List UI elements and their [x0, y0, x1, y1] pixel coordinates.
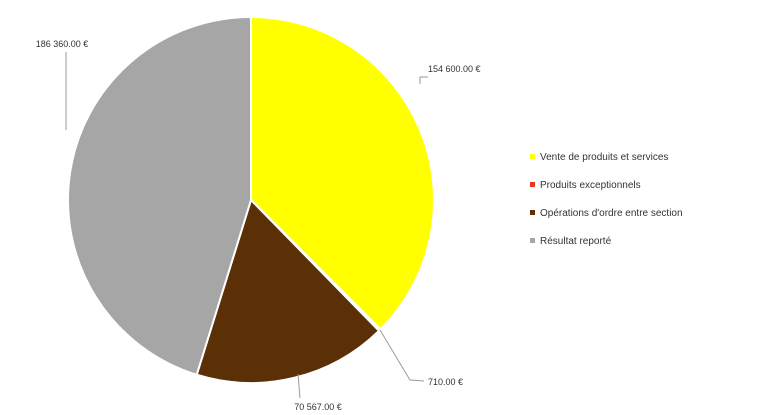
pie-slice-resultat-reporte [67, 15, 252, 377]
leader-line-produits-exceptionnels [379, 329, 425, 382]
legend: Vente de produits et services Produits ex… [530, 152, 683, 247]
legend-label-resultat-reporte: Résultat reporté [540, 236, 612, 247]
legend-swatch-produits-exceptionnels [530, 182, 535, 187]
data-label-produits-exceptionnels: 710.00 € [428, 377, 463, 387]
legend-swatch-operations-d-ordre-entre-section [530, 210, 535, 215]
legend-label-operations-d-ordre-entre-section: Opérations d'ordre entre section [540, 208, 683, 219]
legend-label-produits-exceptionnels: Produits exceptionnels [540, 180, 641, 191]
data-label-vente-de-produits-et-services: 154 600.00 € [428, 64, 481, 74]
data-labels: 154 600.00 € 710.00 € 70 567.00 € 186 360.0… [36, 39, 481, 412]
pie-slice-operations-d-ordre-entre-section [195, 198, 381, 384]
leader-line-operations-d-ordre-entre-section [297, 373, 301, 399]
legend-swatch-resultat-reporte [530, 238, 535, 243]
data-label-resultat-reporte: 186 360.00 € [36, 39, 89, 49]
legend-label-vente-de-produits-et-services: Vente de produits et services [540, 152, 668, 163]
legend-swatch-vente-de-produits-et-services [530, 154, 535, 159]
data-label-operations-d-ordre-entre-section: 70 567.00 € [294, 402, 342, 412]
leader-lines [65, 52, 428, 399]
pie-slice-vente-de-produits-et-services [250, 15, 435, 331]
leader-line-vente-de-produits-et-services [419, 76, 428, 84]
pie-slices [67, 15, 435, 384]
